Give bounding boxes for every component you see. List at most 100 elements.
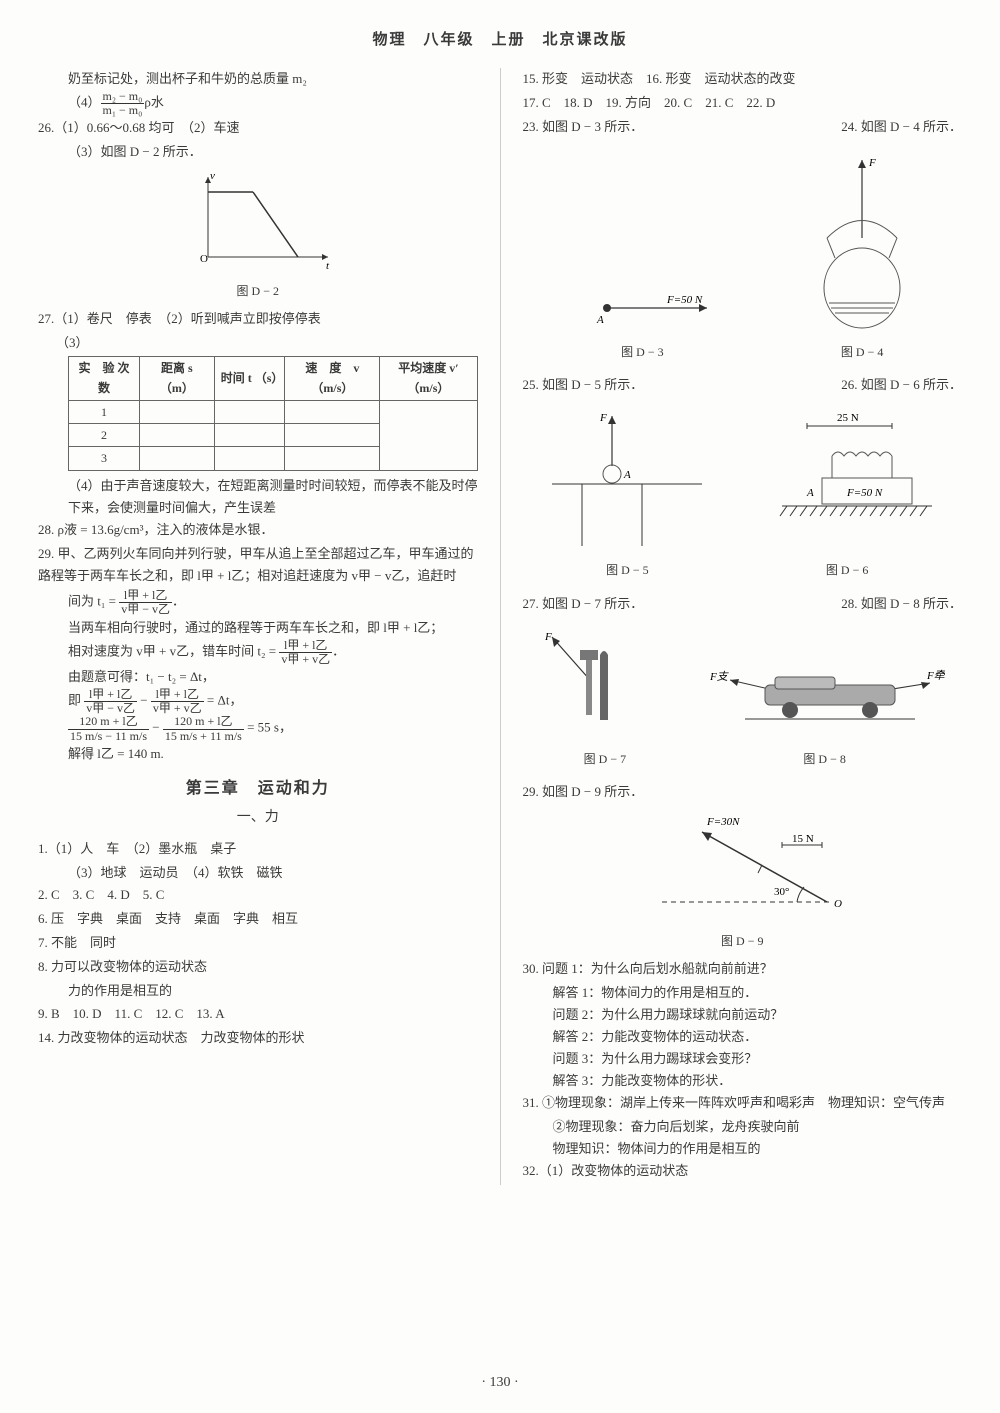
q25-4-fraction: m₂ − m₀m₁ − m₀ <box>101 90 145 117</box>
d9-F30: F=30N <box>706 816 740 828</box>
d6-F50: F=50 N <box>846 487 883 499</box>
fig-d9: O F=30N 15 N 30° 图 D − 9 <box>523 807 963 951</box>
q28: 28. ρ液 = 13.6g/cm³，注入的液体是水银． <box>38 519 478 541</box>
q29d-prefix: 相对速度为 v甲 + v乙，错车时间 t₂ = <box>68 643 276 658</box>
td: 1 <box>69 400 140 423</box>
q29b-prefix: 间为 t₁ = <box>68 594 116 609</box>
page-number: · 130 · <box>0 1371 1000 1395</box>
q25-tail: 奶至标记处，测出杯子和牛奶的总质量 m₂ <box>38 68 478 90</box>
fig-d4-caption: 图 D − 4 <box>787 342 937 362</box>
q26: 26.（1）0.66～0.68 均可 （2）车速 <box>38 117 478 139</box>
fig-d2: O v t 图 D − 2 <box>38 167 478 301</box>
g2d: 15 m/s + 11 m/s <box>163 730 244 743</box>
q29d: 相对速度为 v甲 + v乙，错车时间 t₂ = l甲 + l乙v甲 + v乙． <box>38 639 478 666</box>
a30f: 解答 3：力能改变物体的形状． <box>523 1070 963 1092</box>
a6: 6. 压 字典 桌面 支持 桌面 字典 相互 <box>38 908 478 930</box>
frac-num: l甲 + l乙 <box>119 589 172 603</box>
d8-Fs: F支 <box>709 670 730 683</box>
a30d: 解答 2：力能改变物体的运动状态． <box>523 1026 963 1048</box>
frac-num: l甲 + l乙 <box>279 639 332 653</box>
fig-d2-caption: 图 D − 2 <box>38 281 478 301</box>
chapter3-title: 第三章 运动和力 <box>38 775 478 802</box>
td: 3 <box>69 447 140 470</box>
a26: 26. 如图 D − 6 所示． <box>841 374 962 396</box>
page-header: 物理 八年级 上册 北京课改版 <box>38 28 962 54</box>
a14: 14. 力改变物体的运动状态 力改变物体的形状 <box>38 1027 478 1049</box>
d3-A: A <box>596 314 604 326</box>
figs-d5-d6: F A 图 D − 5 25 N <box>523 402 963 586</box>
q29h: 解得 l乙 = 140 m. <box>38 743 478 765</box>
a23-24: 23. 如图 D − 3 所示． 24. 如图 D − 4 所示． <box>523 116 963 138</box>
a30: 30. 问题 1：为什么向后划水船就向前前进？ <box>523 958 963 980</box>
d6-A: A <box>806 487 814 499</box>
a8: 8. 力可以改变物体的运动状态 <box>38 956 478 978</box>
th-2: 距离 s （m） <box>139 356 214 400</box>
a8b: 力的作用是相互的 <box>38 980 478 1002</box>
q29f-prefix: 即 <box>68 693 81 708</box>
d8-Fn: F牵 <box>926 669 945 682</box>
f2n: l甲 + l乙 <box>151 688 204 702</box>
g1d: 15 m/s − 11 m/s <box>68 730 149 743</box>
q29a: 29. 甲、乙两列火车同向并列行驶，甲车从追上至全部超过乙车，甲车通过的路程等于… <box>38 543 478 587</box>
a25: 25. 如图 D − 5 所示． <box>523 377 644 392</box>
th-5: 平均速度 v′（m/s） <box>380 356 477 400</box>
q29f-suffix: = Δt， <box>207 693 243 708</box>
q29d-frac: l甲 + l乙v甲 + v乙 <box>279 639 332 666</box>
fig-d8: F支 F牵 图 D − 8 <box>705 651 945 775</box>
fig-d7: F 图 D − 7 <box>540 621 670 775</box>
fig-d7-caption: 图 D − 7 <box>540 749 670 769</box>
a27: 27. 如图 D − 7 所示． <box>523 596 644 611</box>
a7: 7. 不能 同时 <box>38 932 478 954</box>
fig-d3: A F=50 N 图 D − 3 <box>547 164 737 368</box>
a29: 29. 如图 D − 9 所示． <box>523 781 963 803</box>
right-column: 15. 形变 运动状态 16. 形变 运动状态的改变 17. C 18. D 1… <box>523 68 963 1185</box>
th-1: 实 验 次数 <box>69 356 140 400</box>
a31: 31. ①物理现象：湖岸上传来一阵阵欢呼声和喝彩声 物理知识：空气传声 <box>523 1092 963 1114</box>
d3-F: F=50 N <box>666 294 703 306</box>
fig-d8-caption: 图 D − 8 <box>705 749 945 769</box>
q29g-suffix: = 55 s， <box>247 720 292 735</box>
fig-d4: F 图 D − 4 <box>787 144 937 368</box>
q25-4-prefix: （4） <box>68 94 101 109</box>
d5-F: F <box>599 412 607 424</box>
q27-table: 实 验 次数 距离 s （m） 时间 t （s） 速 度 v （m/s） 平均速… <box>68 356 478 471</box>
a1b: （3）地球 运动员 （4）软铁 磁铁 <box>38 862 478 884</box>
two-column-layout: 奶至标记处，测出杯子和牛奶的总质量 m₂ （4）m₂ − m₀m₁ − m₀ρ水… <box>38 68 962 1185</box>
fig-d2-svg: O v t <box>178 167 338 277</box>
page: 物理 八年级 上册 北京课改版 奶至标记处，测出杯子和牛奶的总质量 m₂ （4）… <box>0 0 1000 1413</box>
a31b: ②物理现象：奋力向后划桨，龙舟疾驶向前 <box>523 1116 963 1138</box>
q29c: 当两车相向行驶时，通过的路程等于两车车长之和，即 l甲 + l乙； <box>38 617 478 639</box>
a17: 17. C 18. D 19. 方向 20. C 21. C 22. D <box>523 92 963 114</box>
a30b: 解答 1：物体间力的作用是相互的． <box>523 982 963 1004</box>
minus2: − <box>152 720 163 735</box>
fig-d3-caption: 图 D − 3 <box>547 342 737 362</box>
q29f: 即 l甲 + l乙v甲 − v乙 − l甲 + l乙v甲 + v乙 = Δt， <box>38 688 478 715</box>
q29e: 由题意可得：t₁ − t₂ = Δt， <box>38 666 478 688</box>
q25-4: （4）m₂ − m₀m₁ − m₀ρ水 <box>38 90 478 117</box>
fig-d6: 25 N A F=50 N <box>752 402 942 586</box>
frac-num: m₂ − m₀ <box>101 90 145 104</box>
q29b-frac: l甲 + l乙v甲 − v乙 <box>119 589 172 616</box>
a9: 9. B 10. D 11. C 12. C 13. A <box>38 1003 478 1025</box>
d5-A: A <box>623 469 631 481</box>
a23: 23. 如图 D − 3 所示． <box>523 119 644 134</box>
a28: 28. 如图 D − 8 所示． <box>841 593 962 615</box>
a30c: 问题 2：为什么用力踢球球就向前运动？ <box>523 1004 963 1026</box>
q27-3-prefix: （3） <box>38 332 89 354</box>
a15: 15. 形变 运动状态 16. 形变 运动状态的改变 <box>523 68 963 90</box>
frac-den: m₁ − m₀ <box>101 104 145 117</box>
figs-d3-d4: A F=50 N 图 D − 3 F <box>523 144 963 368</box>
a27-28: 27. 如图 D − 7 所示． 28. 如图 D − 8 所示． <box>523 593 963 615</box>
a30e: 问题 3：为什么用力踢球球会变形？ <box>523 1048 963 1070</box>
d9-O: O <box>834 898 842 910</box>
f1n: l甲 + l乙 <box>84 688 137 702</box>
q29g: 120 m + l乙15 m/s − 11 m/s − 120 m + l乙15… <box>38 715 478 742</box>
th-3: 时间 t （s） <box>214 356 285 400</box>
q27-1: 27.（1）卷尺 停表 （2）听到喊声立即按停停表 <box>38 308 478 330</box>
fig-d2-xlabel: t <box>326 260 330 272</box>
th-4: 速 度 v （m/s） <box>285 356 380 400</box>
q26-3: （3）如图 D − 2 所示． <box>38 141 478 163</box>
d6-25N: 25 N <box>837 412 859 424</box>
fig-d2-ylabel: v <box>210 170 215 182</box>
fig-d9-caption: 图 D − 9 <box>523 931 963 951</box>
